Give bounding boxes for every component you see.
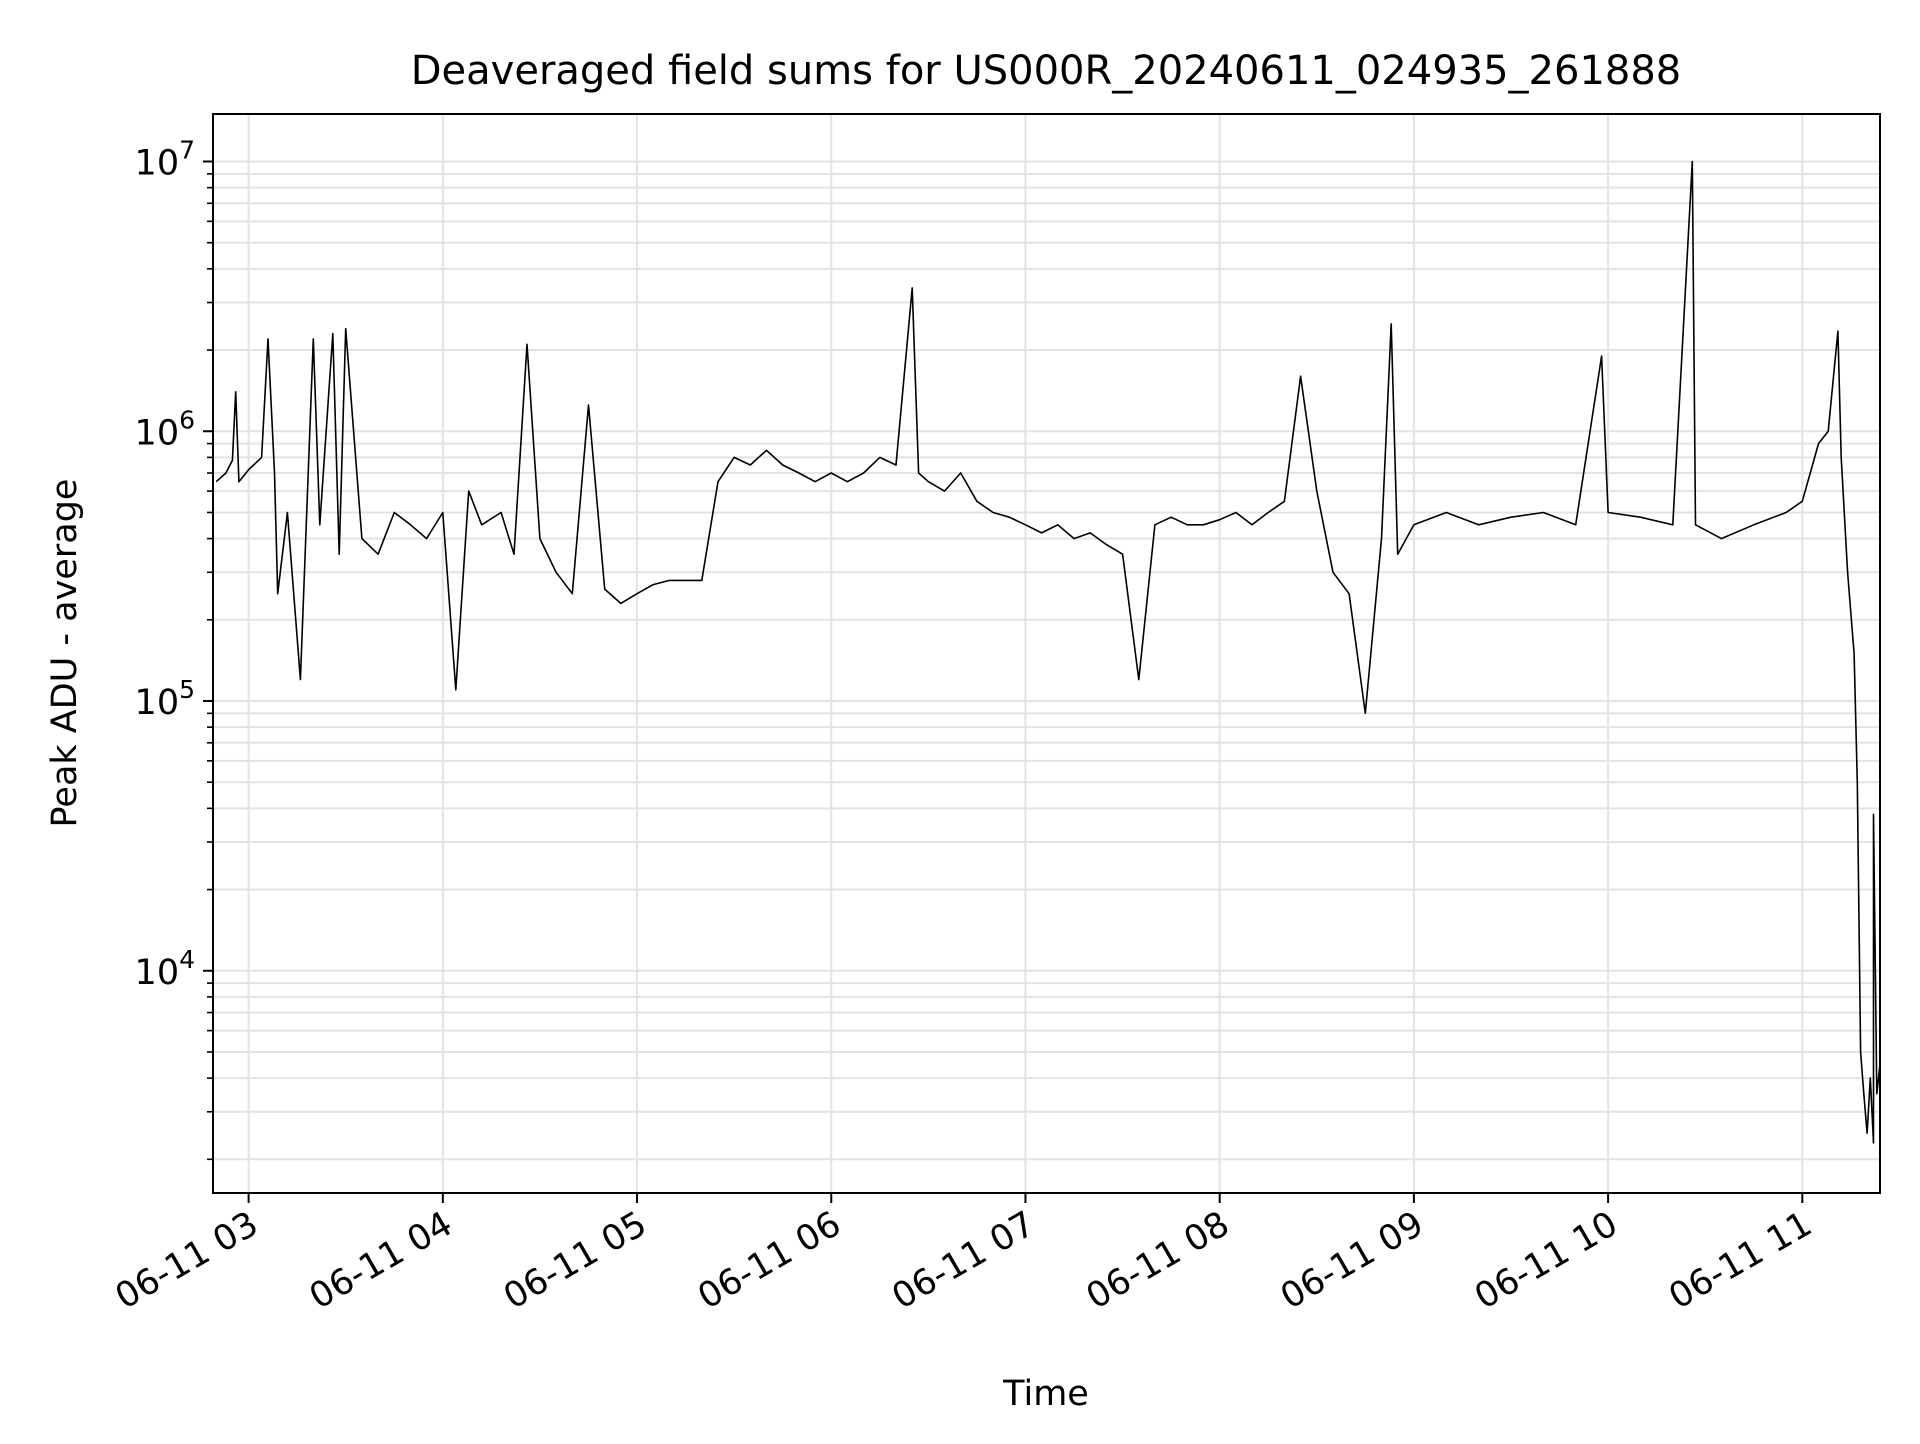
- y-axis-label: Peak ADU - average: [45, 479, 85, 828]
- series-line: [215, 160, 1880, 1144]
- x-axis-label: Time: [1002, 1374, 1089, 1414]
- plot-frame: [212, 113, 1881, 1194]
- y-tick-label: 107: [135, 136, 195, 184]
- y-tick-label: 106: [135, 405, 195, 453]
- y-tick-label: 104: [135, 945, 195, 993]
- grid-layer: [213, 114, 1880, 1193]
- data-layer: [215, 160, 1880, 1144]
- y-tick-label: 105: [135, 675, 195, 723]
- chart-title: Deaveraged field sums for US000R_2024061…: [411, 48, 1682, 94]
